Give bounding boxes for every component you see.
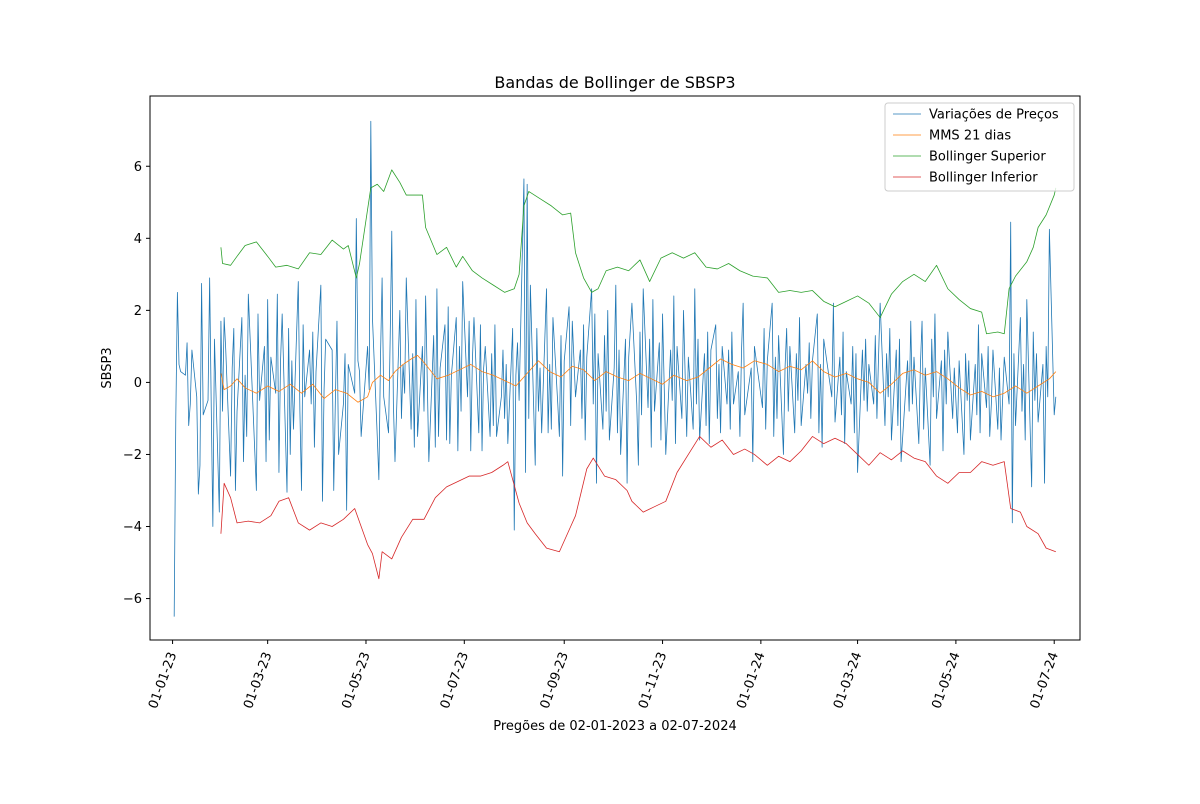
x-axis-label: Pregões de 02-01-2023 a 02-07-2024 bbox=[493, 719, 737, 734]
x-tick-label: 01-11-23 bbox=[636, 650, 670, 711]
legend-entry-bollinger-inferior: Bollinger Inferior bbox=[929, 171, 1038, 186]
x-tick-label: 01-03-23 bbox=[241, 650, 275, 711]
legend-box bbox=[884, 102, 1075, 192]
x-tick-label: 01-01-23 bbox=[146, 650, 180, 711]
x-tick-label: 01-09-23 bbox=[538, 650, 572, 711]
chart-title: Bandas de Bollinger de SBSP3 bbox=[494, 73, 735, 92]
y-tick-label: −4 bbox=[123, 520, 142, 535]
x-axis: 01-01-23 01-03-23 01-05-23 01-07-23 01-09-23… bbox=[146, 640, 1062, 711]
legend-entry-variacoes-de-precos: Variações de Preços bbox=[929, 108, 1059, 123]
x-tick-label: 01-07-24 bbox=[1028, 650, 1062, 711]
y-tick-label: 4 bbox=[134, 232, 142, 247]
legend-entry-mms-21-dias: MMS 21 dias bbox=[929, 129, 1011, 144]
y-tick-label: 6 bbox=[134, 160, 142, 175]
plot-lines bbox=[173, 120, 1057, 617]
series-line-mms-21-dias bbox=[220, 354, 1057, 403]
plot-area-frame bbox=[149, 95, 1081, 641]
x-tick-label: 01-07-23 bbox=[438, 650, 472, 711]
y-tick-label: −2 bbox=[123, 448, 142, 463]
y-axis: −6 −4 −2 0 2 4 6 bbox=[123, 160, 150, 607]
legend-entry-bollinger-superior: Bollinger Superior bbox=[929, 150, 1046, 165]
y-tick-label: −6 bbox=[123, 592, 142, 607]
legend: Variações de Preços MMS 21 dias Bollinger … bbox=[884, 102, 1075, 192]
x-tick-label: 01-05-24 bbox=[929, 650, 963, 711]
y-tick-label: 2 bbox=[134, 304, 142, 319]
series-line-variacoes-de-precos bbox=[173, 120, 1057, 617]
x-tick-label: 01-01-24 bbox=[734, 650, 768, 711]
series-line-bollinger-inferior bbox=[220, 436, 1056, 580]
y-tick-label: 0 bbox=[134, 376, 142, 391]
series-line-bollinger-superior bbox=[220, 169, 1057, 335]
x-tick-label: 01-05-23 bbox=[339, 650, 373, 711]
y-axis-label: SBSP3 bbox=[100, 347, 115, 388]
x-tick-label: 01-03-24 bbox=[831, 650, 865, 711]
